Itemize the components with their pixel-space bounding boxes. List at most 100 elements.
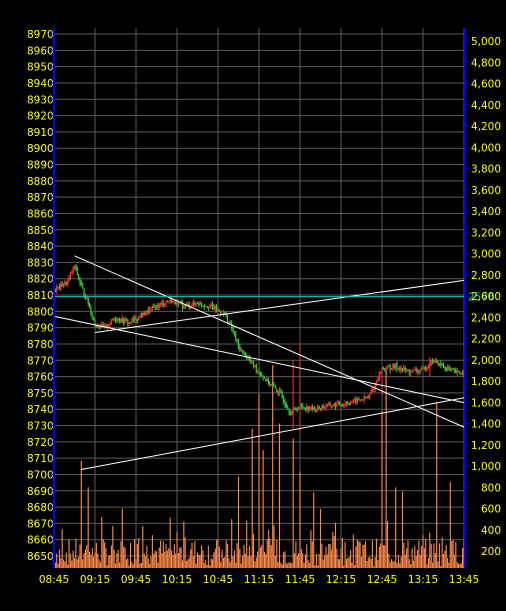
candle-body — [287, 407, 289, 410]
candle-body — [350, 402, 352, 405]
candle-body — [235, 334, 237, 340]
candle-body — [337, 402, 339, 404]
candle-body — [153, 306, 155, 308]
candle-body — [281, 393, 283, 398]
candle-body — [328, 403, 330, 405]
candle-body — [296, 409, 298, 411]
candle-body — [339, 402, 341, 406]
candle-body — [410, 372, 412, 374]
candle-body — [172, 300, 174, 303]
candle-body — [278, 390, 281, 393]
right-tick-label: 1,600 — [471, 397, 501, 409]
candle-body — [97, 326, 99, 328]
candle-body — [386, 365, 389, 370]
candle-body — [380, 373, 382, 375]
candle-body — [64, 281, 66, 286]
candle-body — [351, 401, 353, 403]
candle-body — [128, 322, 130, 324]
candle-body — [311, 406, 313, 410]
left-tick-label: 8800 — [27, 306, 54, 318]
candle-body — [315, 409, 317, 411]
candle-body — [293, 408, 296, 410]
left-tick-label: 8970 — [27, 29, 54, 41]
left-tick-label: 8840 — [27, 241, 54, 253]
candle-body — [139, 315, 141, 317]
candle-body — [310, 406, 312, 409]
candle-body — [68, 277, 70, 282]
candle-body — [322, 406, 324, 409]
candle-body — [102, 324, 104, 327]
left-tick-label: 8910 — [27, 127, 54, 139]
candle-body — [366, 397, 368, 399]
candle-body — [60, 283, 62, 288]
x-tick-label: 13:15 — [408, 574, 438, 586]
right-tick-label: 3,600 — [471, 185, 501, 197]
x-tick-label: 13:45 — [449, 574, 479, 586]
candle-body — [391, 368, 393, 370]
x-tick-label: 12:45 — [367, 574, 397, 586]
candle-body — [341, 405, 343, 407]
left-tick-label: 8710 — [27, 453, 54, 465]
right-tick-label: 1,800 — [471, 376, 501, 388]
candle-body — [63, 285, 65, 287]
candle-body — [242, 349, 244, 351]
candle-body — [210, 304, 212, 306]
candle-body — [205, 306, 207, 308]
candle-body — [362, 399, 364, 401]
candle-body — [352, 399, 354, 402]
candle-body — [187, 304, 189, 306]
candle-body — [438, 362, 440, 366]
candle-body — [110, 319, 112, 324]
x-tick-label: 09:15 — [80, 574, 110, 586]
candle-body — [99, 327, 102, 329]
candle-body — [179, 302, 181, 304]
candle-body — [280, 390, 282, 394]
candle-body — [416, 370, 419, 372]
candle-body — [314, 407, 316, 411]
candle-body — [452, 368, 454, 370]
candle-body — [105, 324, 107, 326]
candle-body — [408, 370, 410, 374]
grid — [53, 28, 465, 568]
left-tick-label: 8720 — [27, 437, 54, 449]
candle-body — [419, 370, 421, 372]
x-tick-label: 11:15 — [244, 574, 274, 586]
right-tick-label: 5,000 — [471, 36, 501, 48]
right-tick-label: 4,800 — [471, 57, 501, 69]
candle-body — [359, 399, 361, 401]
candle-body — [348, 403, 350, 405]
candle-body — [384, 368, 386, 370]
left-tick-label: 8690 — [27, 486, 54, 498]
left-axis-ticks: 8970 8960 8950 8940 8930 8920 8910 8900 8890 8880… — [27, 29, 54, 563]
trendline — [53, 315, 465, 404]
candle-body — [288, 409, 290, 413]
candle-body — [434, 360, 436, 362]
candle-body — [106, 324, 108, 327]
trendline — [81, 397, 465, 471]
candle-body — [397, 368, 399, 370]
candle-body — [157, 305, 159, 308]
candle-body — [232, 327, 234, 331]
candle-body — [58, 286, 61, 288]
price-marker-label: 2576 — [468, 292, 495, 304]
candle-body — [460, 373, 462, 375]
candle-body — [303, 407, 305, 409]
candle-body — [377, 380, 379, 382]
candle-body — [266, 378, 268, 382]
candle-body — [378, 373, 380, 381]
candle-body — [199, 302, 201, 306]
candle-body — [72, 267, 74, 273]
candle-body — [277, 391, 279, 394]
candle-body — [73, 265, 76, 268]
candle-body — [248, 358, 250, 360]
candle-body — [237, 341, 240, 347]
candle-body — [330, 406, 332, 408]
candle-body — [184, 305, 186, 307]
candle-body — [445, 367, 447, 371]
candle-body — [67, 281, 69, 285]
left-tick-label: 8860 — [27, 208, 54, 220]
candle-body — [363, 396, 365, 400]
candle-body — [265, 378, 267, 382]
candle-body — [441, 365, 443, 366]
right-tick-label: 2,200 — [471, 334, 501, 346]
